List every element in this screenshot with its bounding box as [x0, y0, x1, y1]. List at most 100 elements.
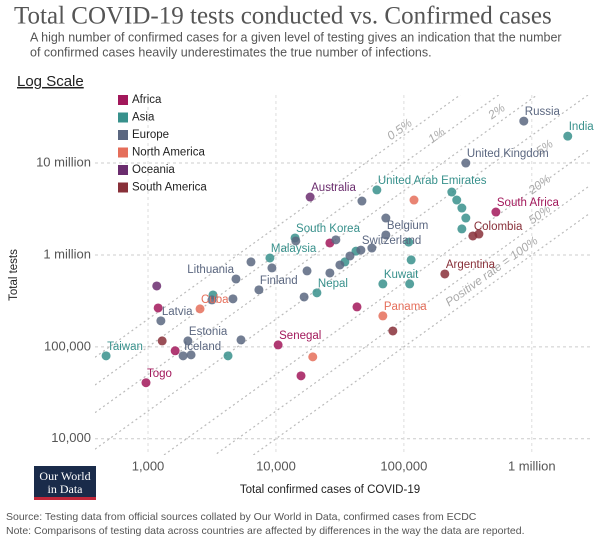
data-point — [381, 213, 391, 223]
data-point — [291, 236, 301, 246]
data-point — [183, 336, 193, 346]
legend-swatch — [118, 130, 128, 140]
x-tick-label: 1,000 — [132, 458, 165, 473]
point-label: Switzerland — [362, 235, 421, 247]
data-point — [357, 196, 367, 206]
x-tick-label: 1 million — [508, 458, 556, 473]
point-label: Estonia — [189, 326, 228, 338]
point-label: Panama — [384, 301, 427, 313]
point-label: Latvia — [162, 306, 193, 318]
point-label: United Kingdom — [467, 148, 549, 160]
point-label: South Africa — [497, 197, 560, 209]
data-point — [345, 251, 355, 261]
data-point — [305, 192, 315, 202]
data-point — [461, 158, 471, 168]
data-point — [447, 187, 457, 197]
points — [101, 116, 573, 388]
rate-line — [95, 95, 462, 358]
data-point — [457, 203, 467, 213]
x-axis-title: Total confirmed cases of COVID-19 — [240, 484, 420, 496]
data-point — [195, 304, 205, 314]
legend-swatch — [118, 165, 128, 175]
data-point — [231, 274, 241, 284]
rate-line — [252, 213, 590, 455]
data-point — [406, 255, 416, 265]
point-label: United Arab Emirates — [378, 175, 487, 187]
rate-label: 2% — [485, 100, 508, 122]
data-point — [325, 268, 335, 278]
data-point — [457, 224, 467, 234]
data-point — [452, 195, 462, 205]
point-label: Kuwait — [384, 269, 419, 281]
data-point — [228, 294, 238, 304]
data-point — [223, 351, 233, 361]
y-axis-title: Total tests — [8, 249, 20, 301]
point-label: Lithuania — [187, 264, 234, 276]
point-labels: Senegal Togo South Africa India United Arab … — [107, 106, 594, 380]
data-point — [267, 263, 277, 273]
rate-line — [95, 95, 539, 414]
data-point — [302, 266, 312, 276]
point-label: Iceland — [184, 341, 221, 353]
data-point — [141, 378, 151, 388]
legend-label: South America — [132, 182, 207, 194]
data-point — [312, 288, 322, 298]
data-point — [246, 257, 256, 267]
data-point — [440, 269, 450, 279]
x-tick-label: 100,000 — [380, 458, 427, 473]
rate-line — [95, 95, 500, 386]
data-point — [331, 235, 341, 245]
rate-line — [213, 185, 590, 455]
data-point — [178, 351, 188, 361]
source-note: Source: Testing data from official sourc… — [6, 511, 477, 523]
chart-title: Total COVID-19 tests conducted vs. Confi… — [14, 3, 552, 30]
legend-label: Asia — [132, 112, 155, 124]
data-point — [265, 253, 275, 263]
data-point — [372, 185, 382, 195]
point-label: Togo — [147, 368, 172, 380]
legend-label: Africa — [132, 94, 162, 106]
rate-label: 1% — [425, 124, 448, 146]
data-point — [296, 371, 306, 381]
legend-swatch — [118, 182, 128, 193]
point-label: Australia — [311, 182, 356, 194]
data-point — [156, 316, 166, 326]
y-tick-label: 10 million — [36, 154, 91, 169]
data-point — [335, 260, 345, 270]
data-point — [170, 346, 180, 356]
data-point — [101, 351, 111, 361]
y-tick-label: 100,000 — [44, 338, 91, 353]
logo-box — [34, 466, 96, 500]
point-label: Senegal — [279, 330, 321, 342]
log-scale-toggle[interactable]: Log Scale — [17, 73, 84, 90]
data-point — [404, 237, 414, 247]
rate-label: 20% — [525, 171, 554, 197]
data-point — [378, 279, 388, 289]
point-label: India — [569, 121, 595, 133]
data-point — [153, 303, 163, 313]
grid — [95, 95, 590, 453]
data-point — [474, 229, 484, 239]
y-tick-label: 1 million — [43, 246, 91, 261]
legend-label: Europe — [132, 129, 169, 141]
data-point — [236, 335, 246, 345]
data-point — [491, 207, 501, 217]
y-tick-label: 10,000 — [51, 430, 91, 445]
data-point — [405, 279, 415, 289]
data-point — [186, 350, 196, 360]
data-point — [461, 213, 471, 223]
rate-label: 0.5% — [384, 115, 415, 143]
point-label: Cuba — [201, 294, 229, 306]
rate-line — [95, 95, 590, 450]
data-point — [207, 295, 217, 305]
legend: Africa Asia Europe North America Oceania Sout… — [118, 94, 207, 194]
data-point — [388, 326, 398, 336]
chart-subtitle: A high number of confirmed cases for a g… — [30, 30, 562, 44]
data-point — [378, 311, 388, 321]
data-point — [563, 131, 573, 141]
chart-subtitle: of confirmed cases heavily underestimate… — [30, 45, 432, 59]
point-label: Finland — [260, 275, 298, 287]
data-point — [381, 230, 391, 240]
legend-swatch — [118, 147, 128, 158]
